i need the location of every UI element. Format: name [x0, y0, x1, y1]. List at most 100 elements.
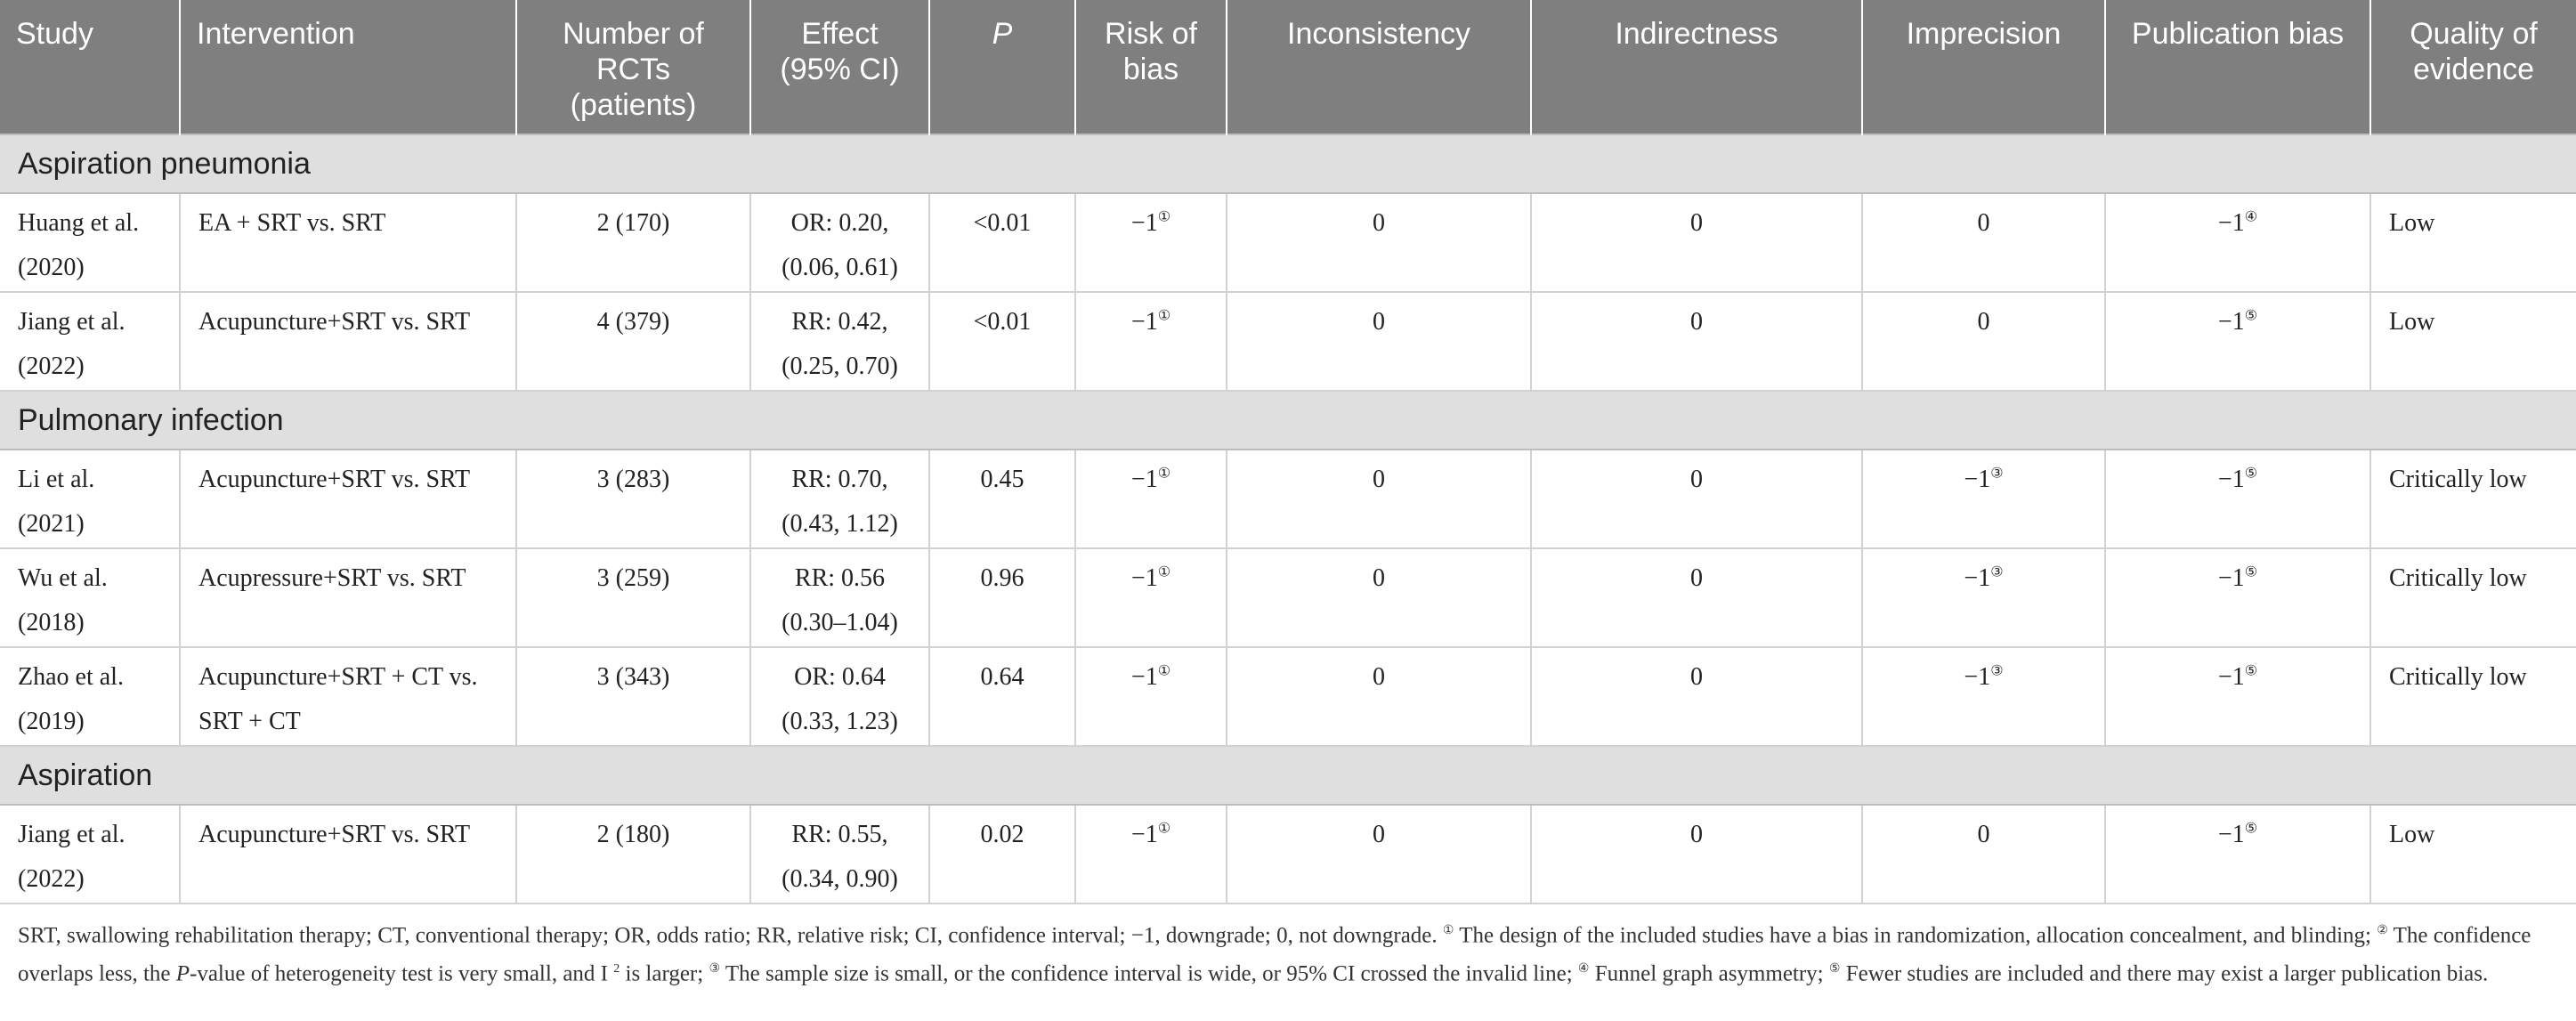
section-row: Pulmonary infection: [0, 390, 2576, 450]
imprecision-cell-value: 0: [1977, 821, 1990, 848]
section-title: Aspiration pneumonia: [0, 134, 2576, 194]
risk-of-bias-cell-footnote-mark: ①: [1157, 466, 1171, 482]
footnote-mark-1: ①: [1442, 924, 1454, 937]
study-link[interactable]: Jiang et al. (2022): [0, 292, 181, 392]
table-row: Jiang et al. (2022) Acupuncture+SRT vs. S…: [0, 292, 2576, 392]
indirectness-cell: 0: [1531, 805, 1863, 904]
grade-evidence-table: Study Intervention Number of RCTs (patie…: [0, 0, 2576, 904]
table-body: Aspiration pneumonia Huang et al. (2020) E…: [0, 134, 2576, 904]
effect-cell: OR: 0.20, (0.06, 0.61): [750, 193, 930, 293]
p-value-cell: <0.01: [929, 292, 1076, 392]
risk-of-bias-cell-footnote-mark: ①: [1157, 821, 1171, 837]
footnote-mark-3: ③: [709, 962, 721, 976]
risk-of-bias-cell-value: −1: [1130, 663, 1158, 691]
intervention-cell: EA + SRT vs. SRT: [180, 193, 517, 293]
quality-cell: Low: [2370, 805, 2576, 904]
table-footnote: SRT, swallowing rehabilitation therapy; …: [18, 914, 2558, 992]
risk-of-bias-cell: −1①: [1075, 805, 1227, 904]
table-row: Li et al. (2021) Acupuncture+SRT vs. SRT 3…: [0, 450, 2576, 549]
table-row: Jiang et al. (2022) Acupuncture+SRT vs. S…: [0, 805, 2576, 904]
risk-of-bias-cell-value: −1: [1130, 466, 1158, 493]
imprecision-cell: −1③: [1862, 450, 2106, 549]
publication-bias-cell-value: −1: [2217, 466, 2245, 493]
footnote-note-2-p: P: [175, 961, 190, 986]
p-value-cell: 0.02: [929, 805, 1076, 904]
publication-bias-cell-footnote-mark: ⑤: [2244, 663, 2258, 679]
header-imprecision: Imprecision: [1862, 0, 2106, 134]
risk-of-bias-cell: −1①: [1075, 647, 1227, 747]
indirectness-cell: 0: [1531, 193, 1863, 293]
imprecision-cell-value: 0: [1977, 308, 1990, 336]
study-link[interactable]: Li et al. (2021): [0, 450, 181, 549]
imprecision-cell-footnote-mark: ③: [1990, 564, 2004, 580]
rcts-cell: 4 (379): [516, 292, 751, 392]
publication-bias-cell-footnote-mark: ⑤: [2244, 466, 2258, 482]
imprecision-cell-value: −1: [1964, 466, 1991, 493]
header-p: P: [929, 0, 1076, 134]
footnote-note-1: The design of the included studies have …: [1459, 923, 2371, 948]
indirectness-cell: 0: [1531, 548, 1863, 648]
publication-bias-cell-value: −1: [2217, 308, 2245, 336]
rcts-cell: 2 (180): [516, 805, 751, 904]
quality-cell: Critically low: [2370, 647, 2576, 747]
study-link[interactable]: Huang et al. (2020): [0, 193, 181, 293]
imprecision-cell-value: −1: [1964, 564, 1991, 592]
publication-bias-cell: −1⑤: [2105, 647, 2371, 747]
imprecision-cell: −1③: [1862, 647, 2106, 747]
indirectness-cell: 0: [1531, 450, 1863, 549]
risk-of-bias-cell-footnote-mark: ①: [1157, 564, 1171, 580]
footnote-note-2b: -value of heterogeneity test is very sma…: [190, 961, 608, 986]
study-link[interactable]: Wu et al. (2018): [0, 548, 181, 648]
inconsistency-cell: 0: [1227, 805, 1532, 904]
header-effect: Effect (95% CI): [750, 0, 930, 134]
risk-of-bias-cell-value: −1: [1130, 209, 1158, 237]
publication-bias-cell-footnote-mark: ⑤: [2244, 308, 2258, 324]
footnote-note-3: The sample size is small, or the confide…: [725, 961, 1573, 986]
inconsistency-cell: 0: [1227, 548, 1532, 648]
footnote-note-2c: is larger;: [625, 961, 704, 986]
study-link[interactable]: Zhao et al. (2019): [0, 647, 181, 747]
publication-bias-cell-footnote-mark: ⑤: [2244, 821, 2258, 837]
header-rcts: Number of RCTs (patients): [516, 0, 751, 134]
risk-of-bias-cell-footnote-mark: ①: [1157, 209, 1171, 225]
intervention-cell: Acupuncture+SRT + CT vs. SRT + CT: [180, 647, 517, 747]
publication-bias-cell: −1⑤: [2105, 292, 2371, 392]
risk-of-bias-cell: −1①: [1075, 193, 1227, 293]
imprecision-cell-footnote-mark: ③: [1990, 663, 2004, 679]
footnote-note-2a: The confidence overlaps less, the: [18, 923, 2531, 986]
effect-cell: RR: 0.55, (0.34, 0.90): [750, 805, 930, 904]
imprecision-cell: 0: [1862, 292, 2106, 392]
header-inconsistency: Inconsistency: [1227, 0, 1532, 134]
header-study: Study: [0, 0, 181, 134]
publication-bias-cell: −1⑤: [2105, 548, 2371, 648]
publication-bias-cell: −1⑤: [2105, 450, 2371, 549]
imprecision-cell: −1③: [1862, 548, 2106, 648]
header-row: Study Intervention Number of RCTs (patie…: [0, 0, 2576, 134]
header-publication-bias: Publication bias: [2105, 0, 2371, 134]
risk-of-bias-cell: −1①: [1075, 450, 1227, 549]
p-value-cell: 0.96: [929, 548, 1076, 648]
risk-of-bias-cell-value: −1: [1130, 564, 1158, 592]
publication-bias-cell-footnote-mark: ⑤: [2244, 564, 2258, 580]
imprecision-cell-value: 0: [1977, 209, 1990, 237]
quality-cell: Critically low: [2370, 548, 2576, 648]
publication-bias-cell-value: −1: [2217, 663, 2245, 691]
header-risk-of-bias: Risk of bias: [1075, 0, 1227, 134]
risk-of-bias-cell-footnote-mark: ①: [1157, 308, 1171, 324]
intervention-cell: Acupuncture+SRT vs. SRT: [180, 805, 517, 904]
imprecision-cell-value: −1: [1964, 663, 1991, 691]
footnote-note-4: Funnel graph asymmetry;: [1594, 961, 1824, 986]
imprecision-cell-footnote-mark: ③: [1990, 466, 2004, 482]
study-link[interactable]: Jiang et al. (2022): [0, 805, 181, 904]
publication-bias-cell: −1⑤: [2105, 805, 2371, 904]
table-row: Wu et al. (2018) Acupressure+SRT vs. SRT 3…: [0, 548, 2576, 648]
footnote-note-5: Fewer studies are included and there may…: [1845, 961, 2489, 986]
publication-bias-cell-value: −1: [2217, 564, 2245, 592]
footnote-mark-5: ⑤: [1828, 962, 1841, 976]
rcts-cell: 3 (343): [516, 647, 751, 747]
quality-cell: Low: [2370, 292, 2576, 392]
rcts-cell: 2 (170): [516, 193, 751, 293]
header-p-label: P: [992, 17, 1013, 51]
effect-cell: RR: 0.42, (0.25, 0.70): [750, 292, 930, 392]
indirectness-cell: 0: [1531, 292, 1863, 392]
